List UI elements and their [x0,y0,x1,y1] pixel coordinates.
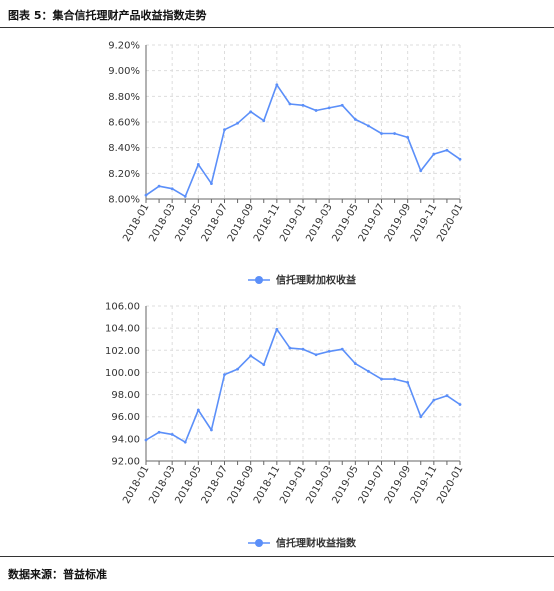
data-point [183,440,187,444]
legend-label: 信托理财加权收益 [276,274,356,287]
y-tick-label: 102.00 [105,346,140,357]
data-point [419,415,423,419]
data-point [340,347,344,351]
weighted-yield-chart: 8.00%8.20%8.40%8.60%8.80%9.00%9.20%2018-… [108,41,465,287]
y-tick-label: 98.00 [111,390,140,401]
y-tick-label: 9.00% [108,66,140,77]
data-point [393,132,396,135]
legend-marker [255,276,263,284]
data-point [170,187,174,191]
data-point [458,157,462,161]
data-point [288,346,292,350]
data-point [380,132,383,135]
data-point [249,110,253,114]
legend-label: 信托理财收益指数 [276,537,357,550]
data-point [223,128,226,132]
data-point [432,152,436,156]
data-point [419,169,423,173]
data-point [445,148,449,152]
data-point [144,193,148,197]
y-tick-label: 8.80% [108,92,140,103]
y-tick-label: 8.60% [108,118,140,129]
data-point [210,182,213,186]
data-point [210,428,213,432]
data-point [301,103,305,107]
data-point [170,433,174,436]
data-point [183,195,187,198]
data-point [406,136,410,139]
data-point [432,398,436,402]
data-point [393,377,396,381]
y-tick-label: 106.00 [105,302,140,313]
data-point [196,162,200,166]
data-point [445,394,449,398]
data-point [327,106,331,110]
legend-marker [255,539,263,547]
data-point [236,367,239,371]
figure-title: 图表 5：集合信托理财产品收益指数走势 [8,9,207,22]
data-point [288,102,292,106]
x-tick-label: 2020-01 [435,464,465,506]
data-point [367,369,370,373]
y-tick-label: 8.00% [108,195,140,206]
data-point [314,353,318,357]
y-tick-label: 8.20% [108,169,140,180]
data-point [249,354,253,358]
data-point [262,119,266,123]
x-tick-label: 2020-01 [435,202,465,244]
y-tick-label: 94.00 [111,434,140,445]
data-point [301,347,305,351]
data-point [340,103,344,107]
data-point [275,83,279,87]
data-point [223,373,226,377]
data-point [144,438,148,442]
data-point [196,408,200,412]
data-point [236,121,239,125]
data-point [157,430,161,434]
data-point [406,380,410,384]
data-point [367,124,370,128]
data-source: 数据来源：普益标准 [8,568,107,581]
bottom-divider [0,556,554,557]
y-tick-label: 100.00 [105,368,140,379]
data-point [314,109,318,112]
top-divider [0,27,554,28]
y-tick-label: 92.00 [111,457,140,468]
y-tick-label: 8.40% [108,143,140,154]
y-tick-label: 104.00 [105,324,140,335]
data-point [353,118,357,121]
yield-index-chart: 92.00 94.00 96.00 98.00 100.00 102.00 104.00 10… [105,302,466,550]
data-point [262,363,266,367]
data-point [353,362,357,365]
data-point [380,377,383,381]
data-point [157,184,161,188]
data-point [275,327,279,331]
data-point [458,403,462,406]
data-point [327,349,331,353]
y-tick-label: 9.20% [108,41,140,52]
y-tick-label: 96.00 [111,412,140,423]
